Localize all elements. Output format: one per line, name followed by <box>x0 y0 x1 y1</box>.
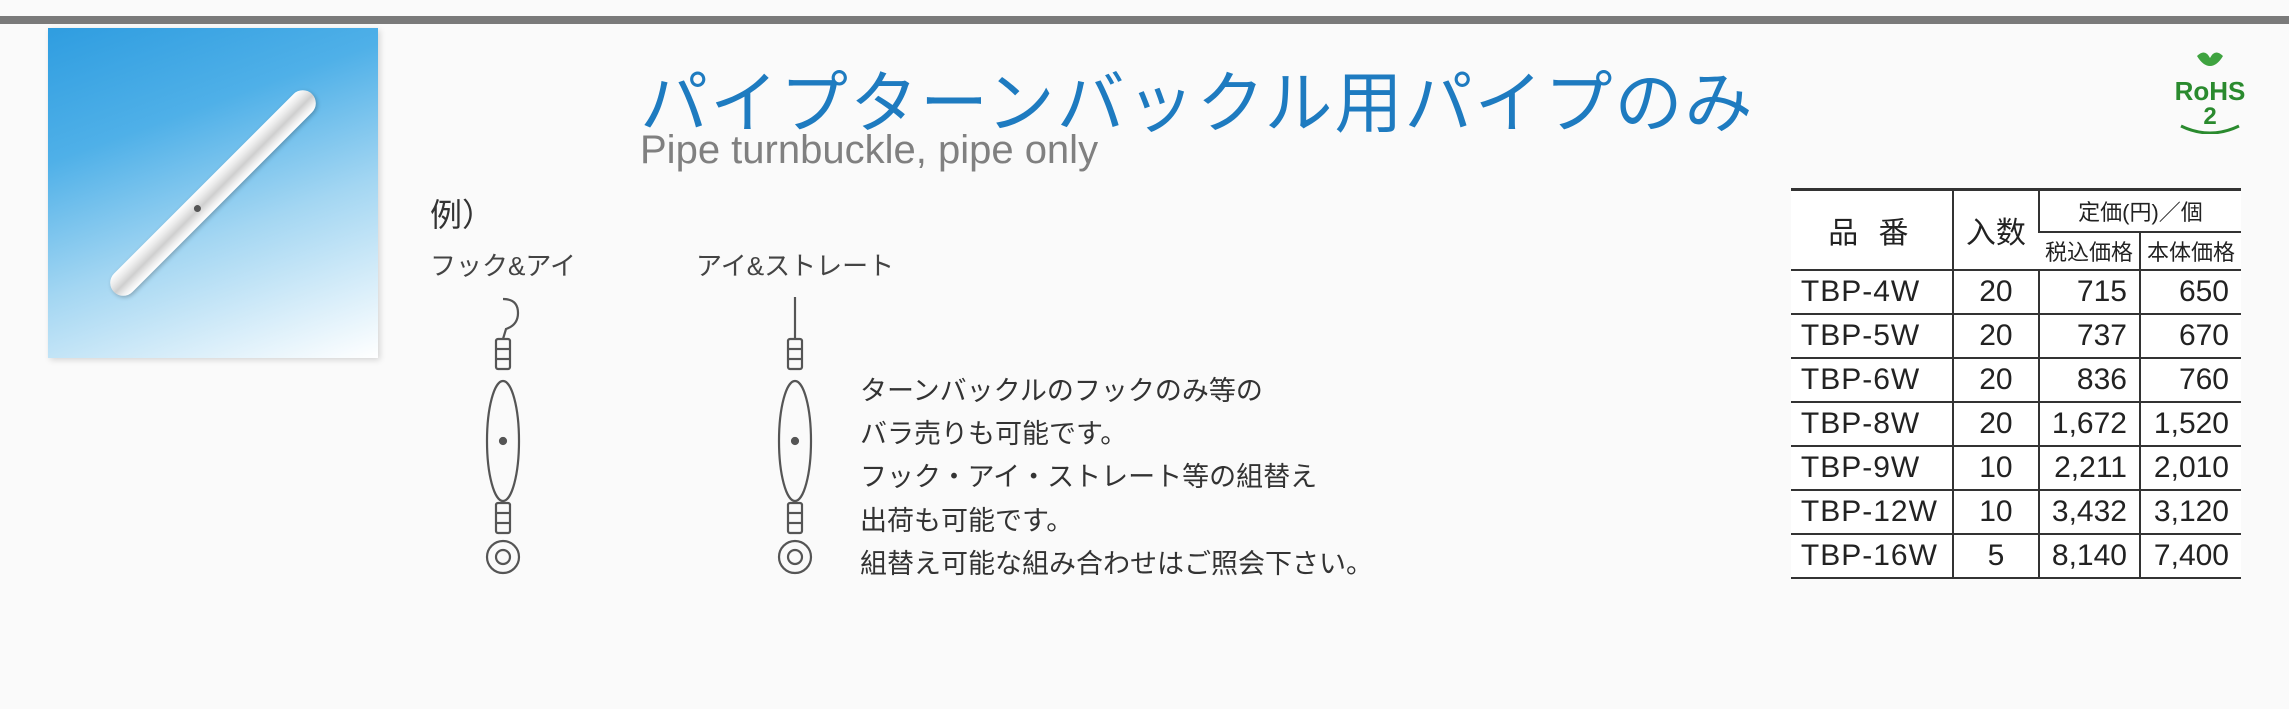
cell-net: 760 <box>2140 358 2241 402</box>
cell-tax: 715 <box>2039 270 2140 314</box>
cell-net: 3,120 <box>2140 490 2241 534</box>
cell-code: TBP-6W <box>1791 358 1953 402</box>
diagram-hook-eye: フック&アイ <box>430 246 576 581</box>
desc-line: バラ売りも可能です。 <box>860 413 1420 456</box>
example-heading: 例） <box>430 190 1110 236</box>
price-table: 品 番 入数 定価(円)／個 税込価格 本体価格 TBP-4W20715650T… <box>1791 188 2241 579</box>
description-text: ターンバックルのフックのみ等の バラ売りも可能です。 フック・アイ・ストレート等… <box>860 370 1420 586</box>
svg-text:RoHS: RoHS <box>2175 76 2246 106</box>
desc-line: 出荷も可能です。 <box>860 500 1420 543</box>
cell-net: 1,520 <box>2140 402 2241 446</box>
top-rule <box>0 16 2289 24</box>
table-row: TBP-6W20836760 <box>1791 358 2241 402</box>
cell-net: 650 <box>2140 270 2241 314</box>
cell-net: 2,010 <box>2140 446 2241 490</box>
th-price-net: 本体価格 <box>2140 232 2241 270</box>
diagram-label: フック&アイ <box>430 246 576 283</box>
desc-line: フック・アイ・ストレート等の組替え <box>860 456 1420 499</box>
svg-text:2: 2 <box>2203 103 2216 130</box>
cell-qty: 20 <box>1953 402 2039 446</box>
cell-qty: 5 <box>1953 534 2039 578</box>
cell-tax: 8,140 <box>2039 534 2140 578</box>
cell-net: 7,400 <box>2140 534 2241 578</box>
cell-code: TBP-9W <box>1791 446 1953 490</box>
cell-code: TBP-12W <box>1791 490 1953 534</box>
cell-code: TBP-8W <box>1791 402 1953 446</box>
diagram-label: アイ&ストレート <box>696 246 894 283</box>
cell-code: TBP-16W <box>1791 534 1953 578</box>
cell-tax: 1,672 <box>2039 402 2140 446</box>
desc-line: ターンバックルのフックのみ等の <box>860 370 1420 413</box>
cell-tax: 737 <box>2039 314 2140 358</box>
product-title-en: Pipe turnbuckle, pipe only <box>640 128 1098 173</box>
eye-straight-icon <box>760 291 830 581</box>
cell-tax: 836 <box>2039 358 2140 402</box>
table-row: TBP-4W20715650 <box>1791 270 2241 314</box>
cell-tax: 3,432 <box>2039 490 2140 534</box>
cell-qty: 20 <box>1953 270 2039 314</box>
hook-eye-icon <box>468 291 538 581</box>
th-price-tax: 税込価格 <box>2039 232 2140 270</box>
product-photo <box>48 28 378 358</box>
cell-net: 670 <box>2140 314 2241 358</box>
rohs-icon: RoHS 2 <box>2167 48 2253 134</box>
table-row: TBP-16W58,1407,400 <box>1791 534 2241 578</box>
th-code: 品 番 <box>1791 190 1953 271</box>
cell-qty: 20 <box>1953 314 2039 358</box>
table-row: TBP-9W102,2112,010 <box>1791 446 2241 490</box>
cell-qty: 10 <box>1953 490 2039 534</box>
table-row: TBP-12W103,4323,120 <box>1791 490 2241 534</box>
th-price-group: 定価(円)／個 <box>2039 190 2241 233</box>
table-row: TBP-5W20737670 <box>1791 314 2241 358</box>
desc-line: 組替え可能な組み合わせはご照会下さい。 <box>860 543 1420 586</box>
cell-tax: 2,211 <box>2039 446 2140 490</box>
pipe-illustration <box>105 85 321 301</box>
cell-code: TBP-5W <box>1791 314 1953 358</box>
cell-qty: 10 <box>1953 446 2039 490</box>
th-qty: 入数 <box>1953 190 2039 271</box>
cell-code: TBP-4W <box>1791 270 1953 314</box>
table-row: TBP-8W201,6721,520 <box>1791 402 2241 446</box>
cell-qty: 20 <box>1953 358 2039 402</box>
